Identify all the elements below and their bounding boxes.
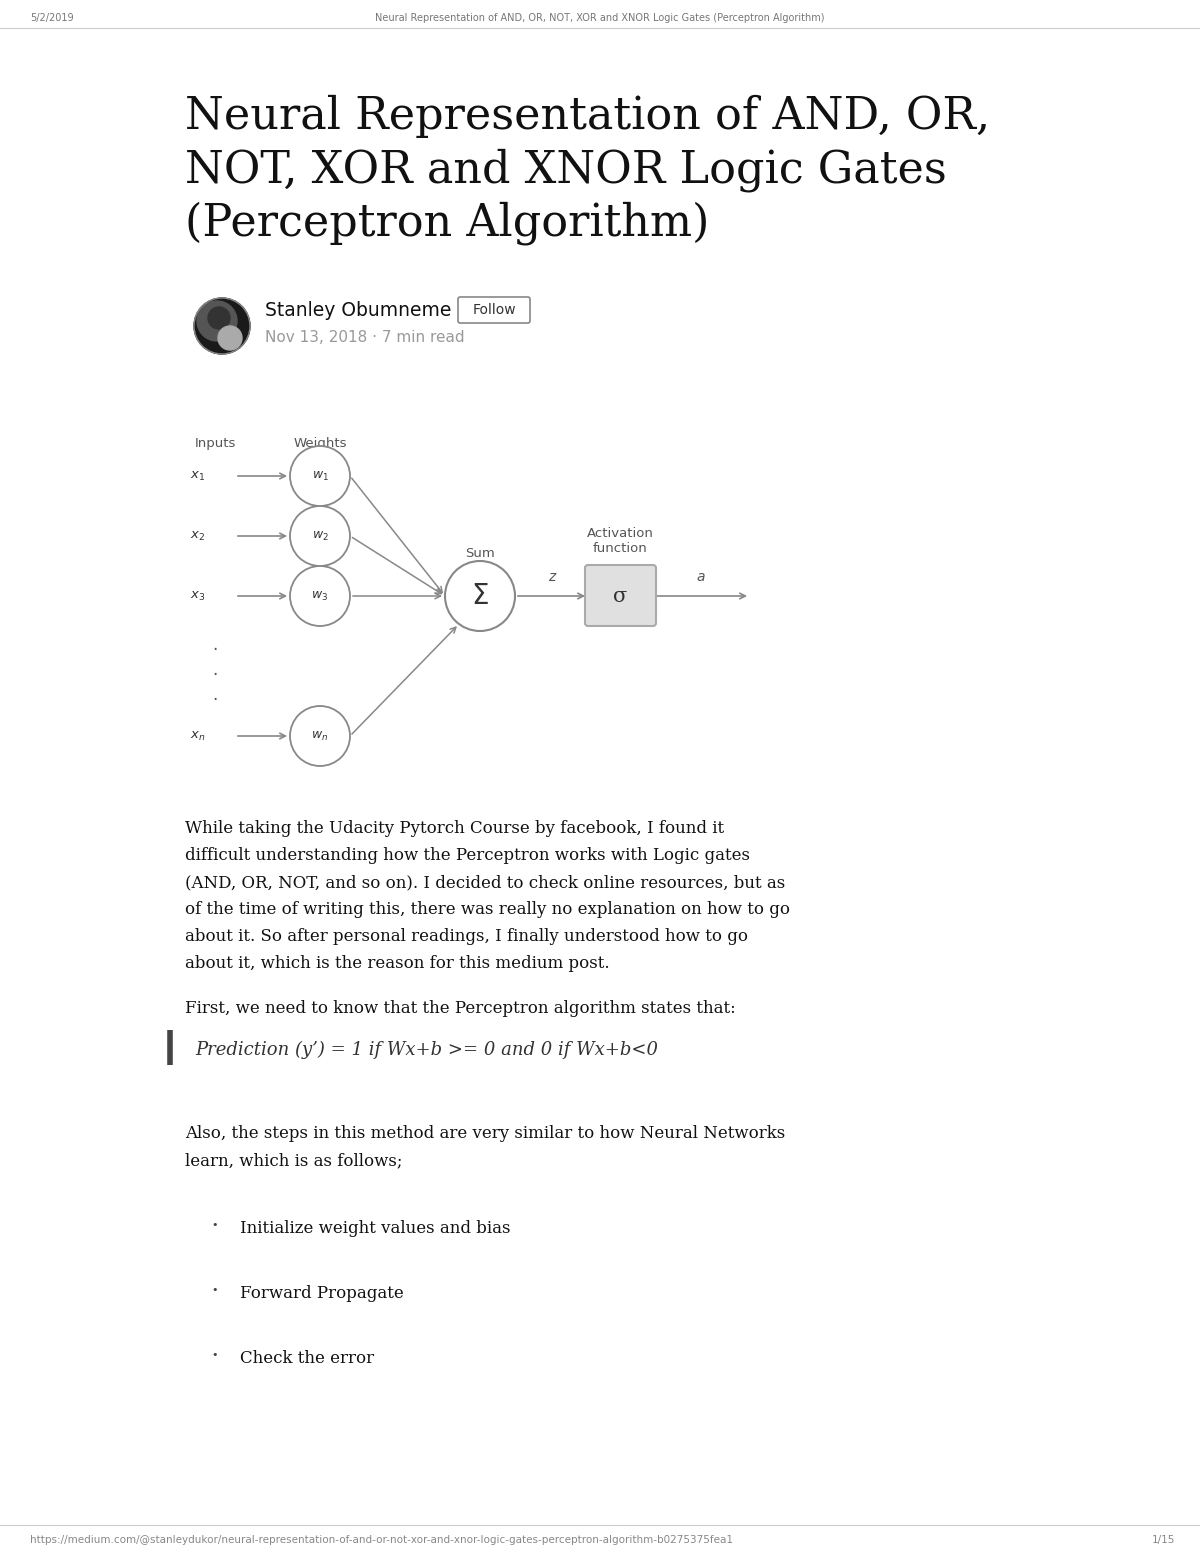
Text: a: a bbox=[697, 570, 706, 584]
Text: about it, which is the reason for this medium post.: about it, which is the reason for this m… bbox=[185, 955, 610, 972]
Text: σ: σ bbox=[613, 587, 628, 606]
Text: $w_3$: $w_3$ bbox=[312, 590, 329, 603]
Text: $x_1$: $x_1$ bbox=[190, 469, 205, 483]
Circle shape bbox=[218, 326, 242, 349]
Text: Follow: Follow bbox=[472, 303, 516, 317]
Text: •: • bbox=[211, 1350, 218, 1360]
Text: $\Sigma$: $\Sigma$ bbox=[472, 582, 488, 609]
Circle shape bbox=[290, 565, 350, 626]
Text: Weights: Weights bbox=[293, 436, 347, 450]
Circle shape bbox=[290, 446, 350, 506]
Text: Also, the steps in this method are very similar to how Neural Networks: Also, the steps in this method are very … bbox=[185, 1124, 785, 1141]
Text: •: • bbox=[211, 1221, 218, 1230]
FancyBboxPatch shape bbox=[586, 565, 656, 626]
Text: difficult understanding how the Perceptron works with Logic gates: difficult understanding how the Perceptr… bbox=[185, 846, 750, 863]
Text: $w_n$: $w_n$ bbox=[312, 730, 329, 742]
Text: While taking the Udacity Pytorch Course by facebook, I found it: While taking the Udacity Pytorch Course … bbox=[185, 820, 724, 837]
Text: Neural Representation of AND, OR,: Neural Representation of AND, OR, bbox=[185, 95, 990, 138]
Circle shape bbox=[290, 707, 350, 766]
Text: Neural Representation of AND, OR, NOT, XOR and XNOR Logic Gates (Perceptron Algo: Neural Representation of AND, OR, NOT, X… bbox=[376, 12, 824, 23]
Text: Initialize weight values and bias: Initialize weight values and bias bbox=[240, 1221, 510, 1238]
Text: $w_1$: $w_1$ bbox=[312, 469, 329, 483]
Text: 1/15: 1/15 bbox=[1152, 1534, 1175, 1545]
Text: NOT, XOR and XNOR Logic Gates: NOT, XOR and XNOR Logic Gates bbox=[185, 148, 947, 191]
Circle shape bbox=[197, 301, 238, 342]
Text: learn, which is as follows;: learn, which is as follows; bbox=[185, 1152, 402, 1169]
Text: Sum: Sum bbox=[466, 547, 494, 561]
Text: Forward Propagate: Forward Propagate bbox=[240, 1284, 403, 1301]
Text: 5/2/2019: 5/2/2019 bbox=[30, 12, 73, 23]
Text: $x_n$: $x_n$ bbox=[190, 730, 205, 742]
Text: First, we need to know that the Perceptron algorithm states that:: First, we need to know that the Perceptr… bbox=[185, 1000, 736, 1017]
Text: $x_3$: $x_3$ bbox=[190, 590, 205, 603]
Circle shape bbox=[290, 506, 350, 565]
Circle shape bbox=[445, 561, 515, 631]
Text: https://medium.com/@stanleydukor/neural-representation-of-and-or-not-xor-and-xno: https://medium.com/@stanleydukor/neural-… bbox=[30, 1534, 733, 1545]
Text: Stanley Obumneme Dukor: Stanley Obumneme Dukor bbox=[265, 300, 514, 320]
Text: Inputs: Inputs bbox=[194, 436, 235, 450]
Circle shape bbox=[194, 298, 250, 354]
Text: •: • bbox=[211, 1284, 218, 1295]
Text: .
.
.: . . . bbox=[212, 637, 217, 704]
Text: Activation
function: Activation function bbox=[587, 526, 654, 554]
Text: Nov 13, 2018 · 7 min read: Nov 13, 2018 · 7 min read bbox=[265, 331, 464, 345]
Text: (AND, OR, NOT, and so on). I decided to check online resources, but as: (AND, OR, NOT, and so on). I decided to … bbox=[185, 874, 785, 891]
Text: Check the error: Check the error bbox=[240, 1350, 374, 1367]
Text: of the time of writing this, there was really no explanation on how to go: of the time of writing this, there was r… bbox=[185, 901, 790, 918]
Text: $x_2$: $x_2$ bbox=[190, 530, 205, 542]
Text: $w_2$: $w_2$ bbox=[312, 530, 329, 542]
Text: Prediction (y’) = 1 if Wx+b >= 0 and 0 if Wx+b<0: Prediction (y’) = 1 if Wx+b >= 0 and 0 i… bbox=[194, 1041, 658, 1059]
Text: z: z bbox=[548, 570, 556, 584]
Text: about it. So after personal readings, I finally understood how to go: about it. So after personal readings, I … bbox=[185, 929, 748, 944]
FancyBboxPatch shape bbox=[458, 297, 530, 323]
Text: (Perceptron Algorithm): (Perceptron Algorithm) bbox=[185, 200, 709, 245]
Circle shape bbox=[208, 307, 230, 329]
